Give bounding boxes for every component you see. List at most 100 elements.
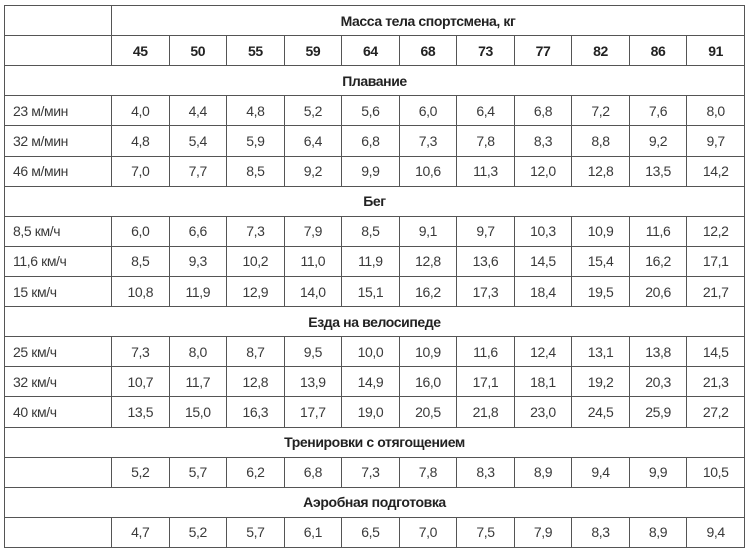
value-cell: 5,2 bbox=[111, 456, 170, 488]
value-cell: 5,6 bbox=[341, 95, 400, 127]
value-cell: 8,0 bbox=[168, 336, 228, 368]
value-cell: 9,7 bbox=[456, 215, 515, 247]
value-cell: 12,0 bbox=[513, 155, 573, 187]
weight-header-cell: 50 bbox=[168, 35, 228, 67]
value-cell: 23,0 bbox=[513, 396, 573, 428]
value-cell: 15,1 bbox=[341, 275, 400, 308]
value-cell: 19,2 bbox=[571, 366, 630, 398]
value-cell: 9,9 bbox=[628, 456, 688, 488]
header-title-row: Масса тела спортсмена, кг bbox=[4, 4, 745, 37]
row-label: 40 км/ч bbox=[4, 396, 112, 428]
value-cell: 11,6 bbox=[456, 336, 515, 368]
table-row: 40 км/ч 13,5 15,0 16,3 17,7 19,0 20,5 21,8 23,0 2… bbox=[4, 396, 745, 428]
value-cell: 8,3 bbox=[571, 516, 630, 549]
value-cell: 9,7 bbox=[686, 125, 745, 157]
value-cell: 8,3 bbox=[513, 125, 573, 157]
value-cell: 11,0 bbox=[283, 245, 343, 277]
value-cell: 14,5 bbox=[686, 336, 745, 368]
header-title: Масса тела спортсмена, кг bbox=[111, 4, 745, 37]
value-cell: 21,3 bbox=[686, 366, 745, 398]
value-cell: 25,9 bbox=[628, 396, 688, 428]
value-cell: 17,1 bbox=[456, 366, 515, 398]
weight-header-cell: 68 bbox=[398, 35, 458, 67]
value-cell: 12,2 bbox=[686, 215, 745, 247]
value-cell: 7,3 bbox=[226, 215, 285, 247]
value-cell: 7,6 bbox=[628, 95, 688, 127]
value-cell: 21,8 bbox=[456, 396, 515, 428]
value-cell: 5,2 bbox=[283, 95, 343, 127]
value-cell: 6,0 bbox=[111, 215, 170, 247]
value-cell: 10,8 bbox=[111, 275, 170, 308]
value-cell: 12,8 bbox=[226, 366, 285, 398]
value-cell: 18,4 bbox=[513, 275, 573, 308]
value-cell: 21,7 bbox=[686, 275, 745, 308]
weight-header-cell: 64 bbox=[341, 35, 400, 67]
row-label: 46 м/мин bbox=[4, 155, 112, 187]
row-label bbox=[4, 456, 112, 488]
value-cell: 8,9 bbox=[513, 456, 573, 488]
value-cell: 18,1 bbox=[513, 366, 573, 398]
value-cell: 8,3 bbox=[456, 456, 515, 488]
value-cell: 8,7 bbox=[226, 336, 285, 368]
value-cell: 14,0 bbox=[283, 275, 343, 308]
value-cell: 10,2 bbox=[226, 245, 285, 277]
value-cell: 9,2 bbox=[283, 155, 343, 187]
value-cell: 7,0 bbox=[111, 155, 170, 187]
value-cell: 6,4 bbox=[283, 125, 343, 157]
value-cell: 6,4 bbox=[456, 95, 515, 127]
header-weights-row: 45 50 55 59 64 68 73 77 82 86 91 bbox=[4, 35, 745, 67]
row-label bbox=[4, 516, 112, 549]
section-row: Езда на велосипеде bbox=[4, 306, 745, 338]
value-cell: 10,7 bbox=[111, 366, 170, 398]
value-cell: 11,3 bbox=[456, 155, 515, 187]
value-cell: 10,9 bbox=[571, 215, 630, 247]
row-label: 15 км/ч bbox=[4, 275, 112, 308]
value-cell: 27,2 bbox=[686, 396, 745, 428]
value-cell: 6,2 bbox=[226, 456, 285, 488]
value-cell: 16,2 bbox=[398, 275, 458, 308]
section-row: Тренировки с отягощением bbox=[4, 426, 745, 458]
value-cell: 8,5 bbox=[111, 245, 170, 277]
weight-header-cell: 45 bbox=[111, 35, 170, 67]
value-cell: 20,3 bbox=[628, 366, 688, 398]
value-cell: 17,3 bbox=[456, 275, 515, 308]
table-row: 4,7 5,2 5,7 6,1 6,5 7,0 7,5 7,9 8,3 8,9 9,4 bbox=[4, 516, 745, 549]
table-row: 25 км/ч 7,3 8,0 8,7 9,5 10,0 10,9 11,6 12,4 13,1 1… bbox=[4, 336, 745, 368]
value-cell: 4,8 bbox=[111, 125, 170, 157]
section-title: Тренировки с отягощением bbox=[4, 426, 745, 458]
value-cell: 15,4 bbox=[571, 245, 630, 277]
value-cell: 7,8 bbox=[398, 456, 458, 488]
value-cell: 17,1 bbox=[686, 245, 745, 277]
value-cell: 8,9 bbox=[628, 516, 688, 549]
value-cell: 7,9 bbox=[513, 516, 573, 549]
value-cell: 5,2 bbox=[168, 516, 228, 549]
value-cell: 4,7 bbox=[111, 516, 170, 549]
section-title: Езда на велосипеде bbox=[4, 306, 745, 338]
value-cell: 17,7 bbox=[283, 396, 343, 428]
value-cell: 4,8 bbox=[226, 95, 285, 127]
value-cell: 6,8 bbox=[513, 95, 573, 127]
value-cell: 6,5 bbox=[341, 516, 400, 549]
value-cell: 6,1 bbox=[283, 516, 343, 549]
value-cell: 11,9 bbox=[168, 275, 228, 308]
value-cell: 7,8 bbox=[456, 125, 515, 157]
table-row: 32 км/ч 10,7 11,7 12,8 13,9 14,9 16,0 17,1 18,1 1… bbox=[4, 366, 745, 398]
value-cell: 16,3 bbox=[226, 396, 285, 428]
value-cell: 5,7 bbox=[168, 456, 228, 488]
value-cell: 12,8 bbox=[571, 155, 630, 187]
value-cell: 6,0 bbox=[398, 95, 458, 127]
section-title: Плавание bbox=[4, 65, 745, 97]
value-cell: 9,9 bbox=[341, 155, 400, 187]
weight-header-cell: 55 bbox=[226, 35, 285, 67]
value-cell: 11,9 bbox=[341, 245, 400, 277]
table-row: 32 м/мин 4,8 5,4 5,9 6,4 6,8 7,3 7,8 8,3 8,8 9,2 9,… bbox=[4, 125, 745, 157]
value-cell: 7,2 bbox=[571, 95, 630, 127]
value-cell: 11,7 bbox=[168, 366, 228, 398]
value-cell: 4,4 bbox=[168, 95, 228, 127]
value-cell: 14,5 bbox=[513, 245, 573, 277]
value-cell: 19,5 bbox=[571, 275, 630, 308]
value-cell: 13,5 bbox=[111, 396, 170, 428]
weight-header-cell: 73 bbox=[456, 35, 515, 67]
value-cell: 20,6 bbox=[628, 275, 688, 308]
value-cell: 7,3 bbox=[111, 336, 170, 368]
